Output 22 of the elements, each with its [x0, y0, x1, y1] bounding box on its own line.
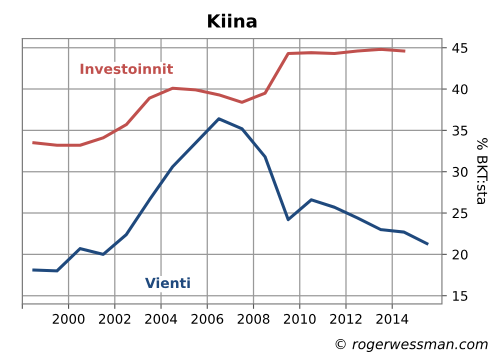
- line-series: [32, 117, 428, 272]
- x-tick-label: 2002: [98, 314, 130, 324]
- text: © rogerwessman.com: [336, 339, 488, 352]
- x-tick-label: 2010: [284, 314, 316, 324]
- y-tick-label: 45: [452, 43, 468, 53]
- x-tick-label: 2014: [376, 314, 408, 324]
- chart-title: Kiina: [208, 14, 256, 28]
- y-tick-label: 35: [452, 126, 468, 136]
- y-tick-label: 40: [452, 84, 468, 94]
- x-tick-label: 2008: [238, 314, 270, 324]
- y-tick-label: 25: [452, 208, 468, 218]
- y-tick-label: 15: [453, 291, 468, 301]
- x-tick-label: 2012: [330, 314, 362, 324]
- y-axis-title: % BKT:sta: [477, 138, 488, 204]
- y-tick-label: 30: [452, 166, 468, 177]
- y-tick-label: 20: [452, 250, 468, 260]
- x-tick-label: 2006: [191, 314, 224, 324]
- line-series: [32, 48, 406, 147]
- series-label: Investoinnit: [80, 63, 173, 74]
- x-tick-label: 2004: [145, 314, 178, 324]
- text: Vienti: [145, 277, 190, 288]
- x-tick-label: 2000: [52, 314, 84, 324]
